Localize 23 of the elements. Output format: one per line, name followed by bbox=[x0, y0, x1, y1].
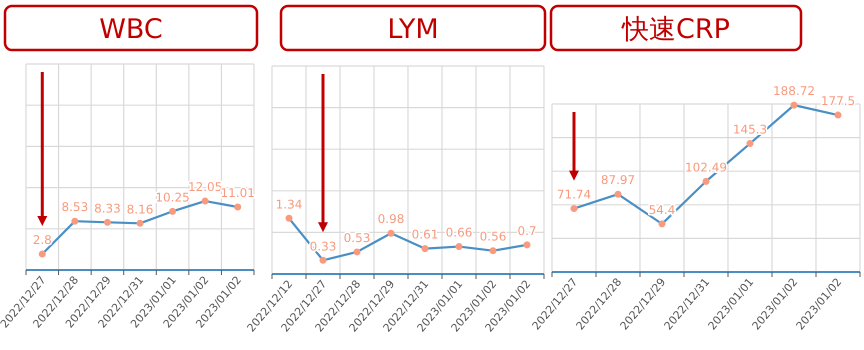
data-label: 54.4 bbox=[648, 202, 676, 217]
data-label: 8.16 bbox=[126, 202, 154, 216]
data-label: 188.72 bbox=[773, 84, 815, 98]
chart-title: WBC bbox=[99, 14, 163, 45]
data-label: 12.05 bbox=[188, 180, 222, 194]
data-label: 2.8 bbox=[32, 232, 52, 247]
data-label: 8.33 bbox=[94, 201, 121, 216]
data-label: 11.01 bbox=[220, 186, 255, 200]
data-label: 145.3 bbox=[732, 122, 768, 137]
data-label: 0.56 bbox=[480, 230, 506, 244]
data-label: 1.34 bbox=[276, 197, 302, 212]
data-label: 10.25 bbox=[155, 190, 190, 204]
data-label: 0.61 bbox=[412, 228, 438, 242]
data-label: 0.7 bbox=[517, 224, 537, 238]
chart-title: LYM bbox=[387, 14, 439, 45]
data-label: 0.53 bbox=[344, 230, 370, 245]
chart-title: 快速CRP bbox=[621, 14, 730, 45]
data-label: 0.98 bbox=[378, 212, 404, 226]
data-label: 0.66 bbox=[446, 226, 472, 240]
data-label: 8.53 bbox=[62, 200, 88, 214]
data-label: 177.5 bbox=[820, 94, 856, 108]
data-label: 87.97 bbox=[600, 173, 636, 188]
data-label: 71.74 bbox=[556, 188, 592, 202]
